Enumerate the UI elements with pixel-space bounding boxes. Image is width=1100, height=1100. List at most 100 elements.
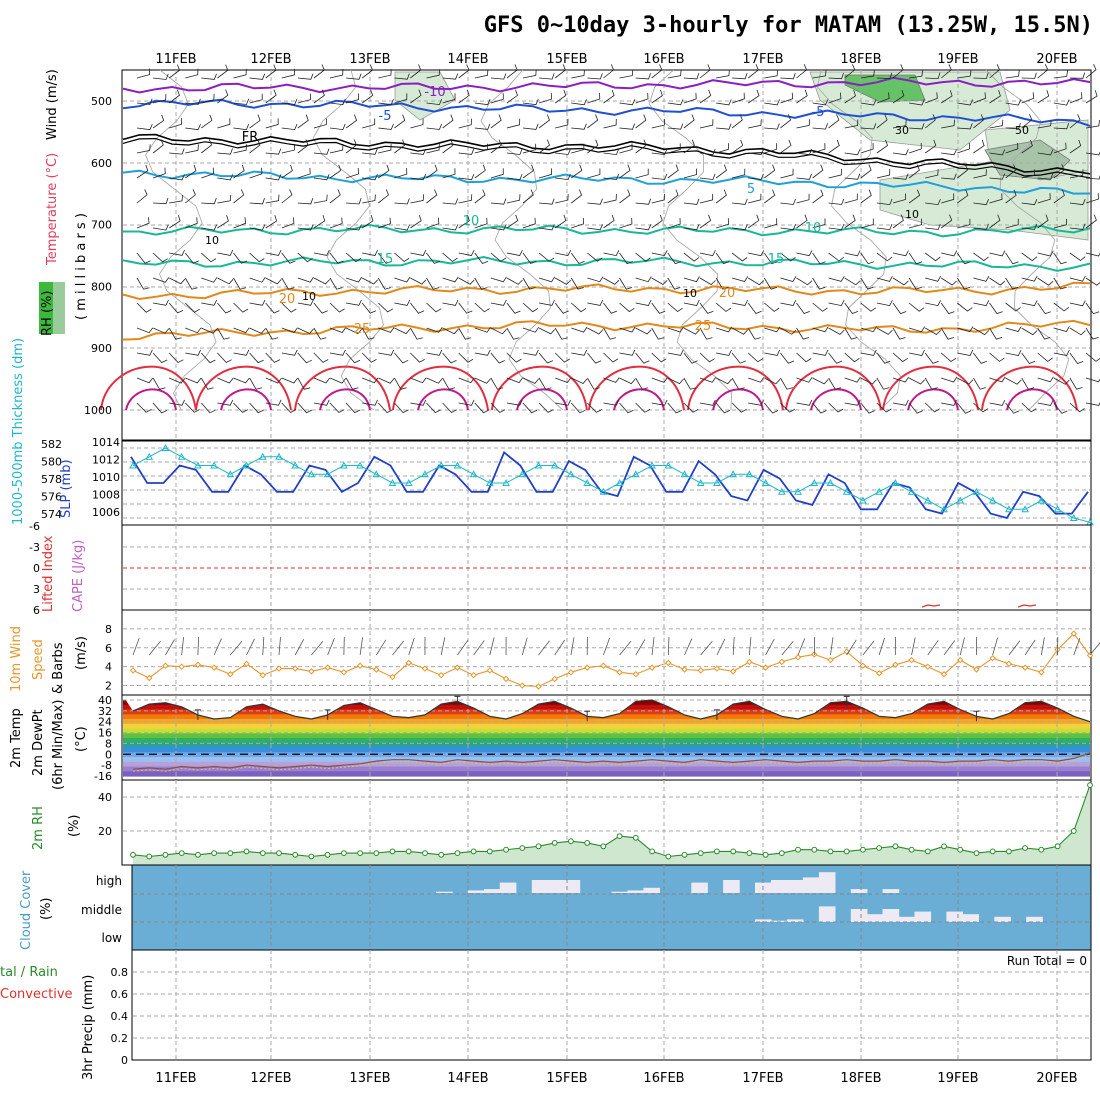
rh2m-marker bbox=[941, 843, 947, 850]
precip-tick-label: 0.4 bbox=[111, 1010, 129, 1023]
wind10m-marker bbox=[794, 654, 802, 661]
wind-barb bbox=[747, 277, 764, 286]
speed-label: Speed bbox=[31, 639, 46, 680]
wind-barb bbox=[860, 349, 877, 356]
wind-barb bbox=[844, 64, 856, 79]
wind-barb bbox=[989, 302, 1003, 315]
wind-barb bbox=[281, 327, 298, 333]
wind-barb bbox=[410, 64, 422, 79]
wind-barb bbox=[747, 89, 760, 104]
wind10m-marker bbox=[259, 671, 266, 679]
wind-barb bbox=[168, 215, 181, 229]
wind-barb bbox=[635, 377, 649, 390]
wind-barb bbox=[426, 217, 440, 229]
wind10m-marker bbox=[502, 675, 510, 683]
wind10m-marker bbox=[713, 665, 721, 672]
wind-barb bbox=[136, 144, 151, 154]
wind10m-marker bbox=[567, 669, 575, 676]
wind10m-ticks: 8 6 4 2 bbox=[105, 623, 112, 693]
wind10m-marker bbox=[486, 667, 494, 674]
wind10m-barb bbox=[554, 639, 566, 656]
li-tick-label: -6 bbox=[29, 520, 40, 533]
thickness-marker bbox=[631, 470, 640, 478]
wind-barb bbox=[346, 198, 362, 205]
wind-barb bbox=[1037, 250, 1054, 257]
temp-contour-15 bbox=[122, 255, 1091, 272]
wind-barb bbox=[667, 99, 684, 106]
cloud-cell-high bbox=[563, 880, 581, 893]
wind10m-barb bbox=[781, 640, 794, 656]
temp-colour-band bbox=[123, 761, 1090, 768]
thickness-marker bbox=[729, 470, 737, 478]
cloud-row-labels: high middle low bbox=[81, 874, 122, 945]
wind-barb bbox=[683, 299, 700, 306]
wind-barb bbox=[844, 277, 861, 286]
wind-barb bbox=[1037, 149, 1054, 156]
wind10m-barb bbox=[473, 640, 485, 656]
wind-barb bbox=[329, 68, 344, 79]
temp-contour-FR bbox=[122, 133, 1091, 175]
wind-barb bbox=[426, 327, 443, 333]
wind10m-marker bbox=[519, 682, 526, 689]
rh2m-marker bbox=[924, 848, 931, 855]
wind-barb bbox=[377, 252, 392, 264]
wind-barb bbox=[249, 402, 264, 414]
wind-barb bbox=[892, 250, 909, 257]
wind-barb bbox=[313, 377, 330, 384]
date-label-top: 15FEB bbox=[546, 52, 587, 67]
wind-barb bbox=[313, 352, 329, 363]
wind-barb bbox=[474, 349, 491, 356]
wind-barb bbox=[281, 349, 298, 356]
wind-barb bbox=[538, 93, 552, 104]
wind-barb bbox=[538, 327, 556, 335]
li-tick-label: 6 bbox=[33, 604, 40, 617]
wind-barb bbox=[169, 277, 186, 285]
thickness-marker bbox=[648, 461, 656, 469]
cloud-row-label: low bbox=[102, 931, 123, 945]
wind-barb bbox=[860, 99, 877, 106]
date-label-top: 20FEB bbox=[1036, 52, 1077, 67]
temp-contour-35 bbox=[516, 388, 568, 411]
wind10m-barb bbox=[1024, 639, 1036, 656]
wind-barb bbox=[860, 377, 877, 385]
wind-barb bbox=[925, 169, 939, 179]
wind-barb bbox=[1021, 352, 1036, 364]
wind10m-barb bbox=[311, 640, 324, 656]
wind-barb bbox=[136, 327, 154, 334]
contour-label: 20 bbox=[719, 286, 736, 301]
wind-barb bbox=[249, 252, 265, 263]
wind-barb bbox=[876, 92, 890, 104]
wind-barb bbox=[699, 277, 716, 286]
wind-barb bbox=[828, 252, 845, 262]
rh2m-marker bbox=[276, 850, 282, 856]
wind-barb bbox=[233, 217, 247, 229]
wind-barb bbox=[812, 123, 828, 130]
rh2m-marker bbox=[778, 850, 785, 856]
wind-barb bbox=[522, 252, 537, 264]
wind-barb bbox=[587, 252, 603, 262]
wind-barb bbox=[217, 194, 232, 204]
wind-barb bbox=[265, 194, 280, 204]
wind-barb bbox=[442, 377, 456, 390]
cloud-cell-middle bbox=[962, 914, 979, 922]
wind-barb bbox=[956, 252, 971, 265]
wind-barb bbox=[635, 402, 651, 413]
date-label-bottom: 12FEB bbox=[250, 1071, 291, 1086]
wind-barb bbox=[1037, 376, 1054, 383]
wind-barb bbox=[538, 377, 552, 390]
temp-contour--10 bbox=[122, 76, 1091, 94]
wind-barb bbox=[362, 377, 379, 384]
cloud-cell-high bbox=[786, 880, 804, 893]
wind-barb bbox=[169, 118, 183, 129]
rh2m-marker bbox=[292, 851, 299, 858]
wind-barb bbox=[619, 123, 635, 130]
wind-barb bbox=[506, 399, 523, 406]
thickness-marker bbox=[323, 470, 332, 478]
wind-barb bbox=[362, 249, 378, 256]
wind-barb bbox=[1053, 99, 1070, 106]
wind-barb bbox=[860, 70, 875, 79]
wind-barb bbox=[362, 148, 378, 155]
wind-barb bbox=[780, 223, 796, 231]
slp-tick-label: 1010 bbox=[92, 471, 120, 484]
wind-barb bbox=[185, 124, 201, 131]
